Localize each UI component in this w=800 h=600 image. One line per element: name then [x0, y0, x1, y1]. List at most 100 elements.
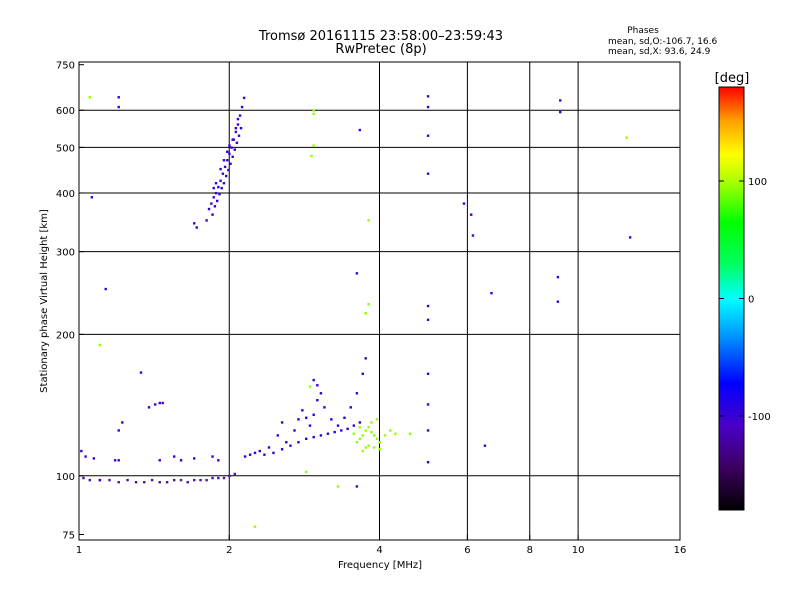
data-point — [117, 459, 120, 462]
data-point — [301, 409, 304, 412]
data-point — [367, 219, 370, 222]
data-point — [333, 430, 336, 434]
data-point — [375, 418, 379, 421]
y-tick-label: 600 — [56, 106, 75, 117]
data-point — [483, 444, 487, 447]
data-point — [195, 226, 198, 229]
data-point — [378, 441, 381, 444]
data-point — [308, 385, 312, 388]
data-point — [375, 437, 379, 440]
data-point — [228, 474, 231, 478]
data-point — [121, 421, 124, 424]
data-point — [228, 152, 231, 156]
data-point — [426, 95, 430, 98]
data-point — [172, 478, 176, 482]
data-point — [352, 424, 356, 427]
data-point — [426, 460, 430, 464]
data-point — [426, 304, 430, 308]
data-point — [143, 481, 146, 484]
phases-o-stats: mean, sd,O:-106.7, 16.6 — [608, 37, 718, 47]
data-point — [272, 451, 275, 455]
data-point — [108, 478, 111, 482]
data-point — [218, 192, 221, 196]
data-point — [312, 435, 315, 439]
data-point — [628, 236, 632, 239]
data-point — [90, 196, 94, 199]
data-point — [82, 476, 85, 480]
data-point — [104, 287, 107, 291]
data-point — [230, 146, 233, 149]
data-point — [556, 300, 560, 303]
data-point — [88, 96, 91, 99]
data-point — [226, 159, 229, 162]
data-point — [276, 434, 280, 437]
x-tick-label: 16 — [674, 545, 687, 556]
data-point — [408, 432, 412, 435]
data-point — [316, 384, 319, 387]
plot-grid — [79, 62, 680, 540]
data-point — [263, 453, 266, 456]
data-point — [326, 432, 330, 435]
data-point — [340, 429, 343, 432]
data-point — [289, 444, 292, 447]
y-tick-label: 400 — [56, 189, 75, 200]
data-point — [358, 128, 362, 132]
data-point — [349, 406, 352, 409]
data-point — [367, 426, 370, 429]
data-point — [236, 117, 240, 121]
x-axis-label: Frequency [MHz] — [338, 560, 422, 571]
data-point — [212, 186, 215, 190]
chart-title: Tromsø 20161115 23:58:00–23:59:43 — [258, 29, 503, 44]
data-point — [139, 371, 143, 374]
data-point — [367, 444, 370, 447]
data-point — [361, 434, 365, 437]
y-tick-label: 200 — [56, 330, 75, 341]
data-point — [154, 403, 157, 406]
data-point — [370, 430, 373, 434]
data-point — [126, 478, 129, 482]
data-point — [426, 172, 430, 175]
phases-heading: Phases — [627, 26, 659, 36]
data-point — [426, 403, 430, 406]
data-point — [364, 429, 367, 432]
data-point — [280, 421, 284, 424]
data-point — [217, 476, 220, 480]
data-point — [228, 144, 231, 147]
data-point — [205, 219, 208, 222]
data-point — [158, 481, 161, 484]
data-point — [248, 453, 252, 456]
data-point — [462, 202, 466, 205]
data-point — [373, 446, 376, 449]
data-point — [220, 186, 223, 190]
data-point — [293, 429, 296, 432]
data-point — [211, 476, 214, 480]
data-point — [217, 185, 220, 189]
data-point — [625, 136, 628, 139]
data-point — [179, 478, 183, 482]
data-point — [389, 429, 392, 432]
data-point — [98, 343, 102, 347]
data-point — [222, 181, 226, 185]
data-point — [355, 441, 359, 444]
y-tick-label: 750 — [56, 61, 75, 72]
data-point — [158, 401, 161, 405]
data-point — [471, 234, 475, 237]
data-point — [211, 455, 214, 458]
data-point — [323, 406, 326, 409]
data-point — [358, 421, 362, 424]
data-point — [199, 478, 202, 482]
x-tick-label: 4 — [376, 545, 382, 556]
data-point — [258, 449, 261, 453]
data-point — [312, 109, 315, 112]
data-point — [134, 481, 138, 484]
data-point — [212, 196, 215, 199]
data-point — [310, 154, 313, 158]
colorbar-tick-label: 100 — [748, 177, 767, 188]
colorbar-tick-label: 0 — [748, 295, 754, 306]
data-point — [239, 126, 243, 130]
data-point — [243, 455, 247, 458]
data-point — [172, 455, 176, 458]
x-tick-label: 1 — [76, 545, 82, 556]
data-point — [253, 451, 257, 455]
data-point — [343, 416, 346, 420]
